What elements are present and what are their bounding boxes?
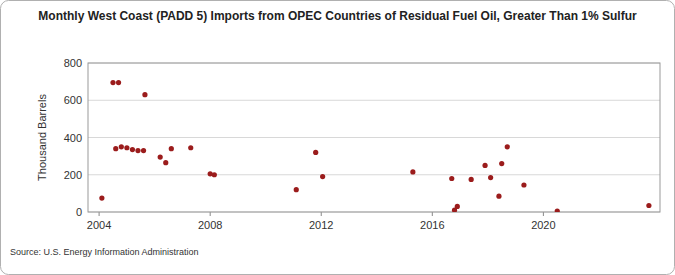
point bbox=[521, 182, 526, 187]
point bbox=[505, 144, 510, 149]
point bbox=[488, 175, 493, 180]
x-tick-label: 2020 bbox=[531, 219, 555, 231]
point bbox=[469, 177, 474, 182]
point bbox=[142, 92, 147, 97]
grid-line bbox=[88, 100, 660, 101]
point bbox=[116, 80, 121, 85]
x-tick bbox=[432, 212, 433, 216]
point bbox=[163, 160, 168, 165]
point bbox=[410, 169, 415, 174]
point bbox=[119, 144, 124, 149]
chart-border bbox=[1, 1, 675, 275]
point bbox=[482, 163, 487, 168]
point bbox=[110, 80, 115, 85]
point bbox=[135, 148, 140, 153]
title: Monthly West Coast (PADD 5) Imports from… bbox=[38, 9, 637, 23]
point bbox=[158, 154, 163, 159]
point bbox=[455, 204, 460, 209]
point bbox=[99, 195, 104, 200]
x-tick bbox=[321, 212, 322, 216]
point bbox=[555, 208, 560, 212]
y-tick-label: 800 bbox=[64, 57, 82, 69]
x-tick bbox=[543, 212, 544, 216]
point bbox=[320, 174, 325, 179]
point bbox=[499, 161, 504, 166]
point bbox=[294, 187, 299, 192]
chart: Monthly West Coast (PADD 5) Imports from… bbox=[0, 0, 675, 275]
y-tick-label: 200 bbox=[64, 169, 82, 181]
y-tick-label: 400 bbox=[64, 132, 82, 144]
point bbox=[124, 145, 129, 150]
point bbox=[313, 150, 318, 155]
y-tick-label: 600 bbox=[64, 94, 82, 106]
point bbox=[496, 194, 501, 199]
point bbox=[188, 145, 193, 150]
point bbox=[141, 148, 146, 153]
x-tick bbox=[210, 212, 211, 216]
y-axis-label: Thousand Barrels bbox=[36, 94, 48, 181]
point bbox=[646, 203, 651, 208]
point bbox=[113, 146, 118, 151]
x-tick-label: 2008 bbox=[198, 219, 222, 231]
x-tick-label: 2004 bbox=[87, 219, 111, 231]
point bbox=[449, 176, 454, 181]
x-tick-label: 2012 bbox=[309, 219, 333, 231]
plot-frame bbox=[88, 63, 660, 212]
points bbox=[99, 80, 651, 212]
x-tick bbox=[99, 212, 100, 216]
y-tick-label: 0 bbox=[76, 206, 82, 218]
point bbox=[130, 147, 135, 152]
source: Source: U.S. Energy Information Administ… bbox=[10, 247, 199, 257]
point bbox=[212, 172, 217, 177]
point bbox=[169, 146, 174, 151]
grid-line bbox=[88, 174, 660, 175]
grid-line bbox=[88, 137, 660, 138]
x-tick-label: 2016 bbox=[420, 219, 444, 231]
